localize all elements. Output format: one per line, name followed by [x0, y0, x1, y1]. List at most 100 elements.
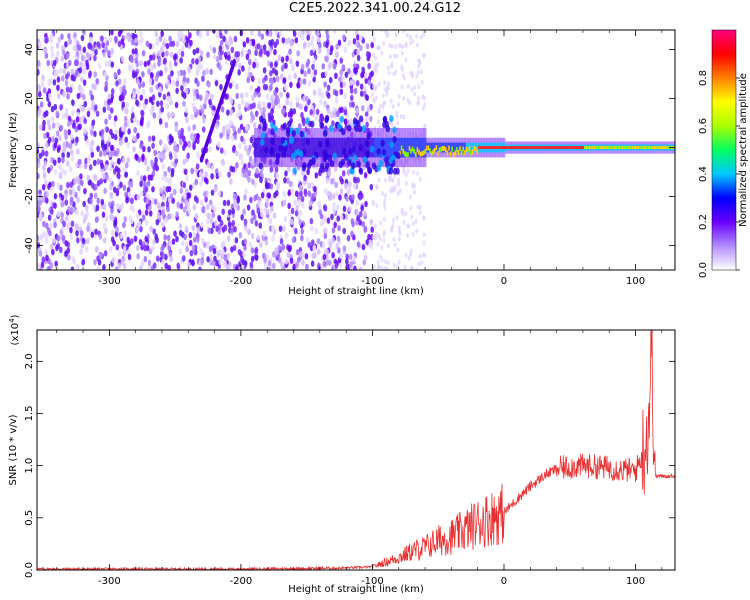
spectrogram-noise-cell: [212, 53, 217, 60]
spectrogram-noise-cell: [359, 83, 364, 90]
spectrogram-band-core: [571, 146, 574, 150]
spectrogram-noise-cell: [139, 118, 144, 126]
spectrogram-noise-cell: [386, 65, 390, 71]
spectrogram-noise-cell: [342, 245, 347, 252]
spectrogram-noise-cell: [240, 50, 244, 58]
spectrogram-noise-cell: [152, 62, 157, 69]
spectrogram-noise-cell: [80, 115, 85, 122]
spectrogram-noise-cell: [149, 225, 154, 233]
spectrogram-noise-cell: [118, 95, 123, 102]
spectrogram-noise-cell: [382, 238, 386, 244]
spectrogram-noise-cell: [115, 188, 119, 195]
spectrogram-noise-cell: [182, 75, 187, 83]
spectrogram-noise-cell: [306, 168, 311, 176]
spectrogram-band-core: [522, 146, 525, 150]
spectrogram-band-blob: [323, 155, 328, 163]
spectrogram-noise-cell: [179, 69, 184, 76]
spectrogram-noise-cell: [142, 175, 147, 182]
spectrogram-noise-cell: [244, 91, 249, 98]
spectrogram-noise-cell: [361, 243, 366, 251]
spectrogram-noise-cell: [125, 197, 129, 204]
spectrogram-noise-cell: [94, 49, 98, 56]
spectrogram-noise-cell: [67, 32, 71, 40]
spectrogram-ylabel: Frequency (Hz): [8, 112, 19, 188]
spectrogram-noise-cell: [395, 215, 399, 221]
spectrogram-noise-cell: [378, 45, 382, 51]
spectrogram-band-core: [667, 146, 670, 150]
spectrogram-noise-cell: [400, 207, 404, 213]
spectrogram-noise-cell: [356, 34, 360, 41]
spectrogram-band-inner: [274, 137, 277, 158]
spectrogram-noise-cell: [289, 81, 293, 88]
spectrogram-noise-cell: [367, 62, 371, 70]
spectrogram-noise-cell: [65, 52, 70, 60]
spectrogram-band-core: [525, 146, 528, 150]
spectrogram-noise-cell: [365, 121, 369, 128]
spectrogram-noise-cell: [77, 84, 82, 91]
spectrogram-noise-cell: [347, 39, 351, 47]
spectrogram-noise-cell: [122, 90, 127, 97]
spectrogram-noise-cell: [68, 166, 73, 173]
spectrogram-band-core: [520, 146, 523, 150]
spectrogram-noise-cell: [339, 188, 344, 195]
spectrogram-noise-cell: [144, 219, 149, 227]
spectrogram-band-blob: [371, 162, 377, 170]
spectrogram-noise-cell: [91, 100, 95, 108]
spectrogram-band-core: [552, 146, 555, 150]
spectrogram-noise-cell: [328, 62, 332, 69]
spectrogram-band-core: [617, 146, 620, 150]
spectrogram-noise-cell: [83, 127, 87, 135]
spectrogram-x-tick-label: 0: [501, 276, 507, 287]
spectrogram-noise-cell: [109, 107, 114, 114]
spectrogram-noise-cell: [64, 193, 68, 200]
spectrogram-noise-cell: [162, 93, 167, 101]
spectrogram-noise-cell: [386, 243, 390, 249]
spectrogram-noise-cell: [312, 57, 316, 65]
spectrogram-noise-cell: [217, 215, 222, 223]
spectrogram-band-inner: [367, 137, 370, 158]
spectrogram-noise-cell: [227, 221, 232, 228]
spectrogram-noise-cell: [68, 142, 73, 150]
spectrogram-noise-cell: [144, 235, 149, 243]
spectrogram-noise-cell: [108, 177, 113, 184]
spectrogram-noise-cell: [96, 180, 101, 187]
spectrogram-noise-cell: [330, 213, 334, 221]
spectrogram-noise-cell: [402, 169, 406, 175]
spectrogram-band-core: [471, 149, 474, 155]
spectrogram-noise-cell: [382, 40, 386, 46]
spectrogram-band-core: [651, 146, 654, 150]
spectrogram-noise-cell: [72, 44, 76, 52]
spectrogram-noise-cell: [37, 262, 41, 270]
spectrogram-noise-cell: [411, 221, 415, 227]
spectrogram-noise-cell: [270, 107, 274, 115]
spectrogram-noise-cell: [119, 181, 123, 189]
spectrogram-band-inner: [446, 142, 449, 153]
spectrogram-noise-cell: [220, 253, 224, 260]
spectrogram-noise-cell: [44, 197, 49, 204]
spectrogram-noise-cell: [290, 64, 295, 71]
spectrogram-band-inner: [380, 137, 383, 158]
spectrogram-band-core: [435, 145, 438, 151]
spectrogram-noise-cell: [222, 240, 226, 247]
spectrogram-band-core: [542, 146, 545, 150]
spectrogram-band-inner: [396, 137, 399, 158]
spectrogram-band-blob: [258, 162, 263, 170]
spectrogram-noise-cell: [158, 118, 163, 125]
spectrogram-noise-cell: [341, 63, 346, 71]
spectrogram-noise-cell: [360, 71, 364, 79]
spectrogram-noise-cell: [372, 264, 376, 270]
spectrogram-band-blob: [269, 121, 275, 129]
spectrogram-band-core: [595, 146, 598, 150]
spectrogram-noise-cell: [283, 215, 288, 223]
spectrogram-band-blob: [381, 149, 387, 157]
spectrogram-band-inner: [422, 137, 425, 158]
spectrogram-noise-cell: [219, 219, 224, 227]
spectrogram-noise-cell: [168, 240, 173, 248]
spectrogram-noise-cell: [37, 147, 40, 155]
spectrogram-noise-cell: [66, 160, 70, 167]
spectrogram-noise-cell: [154, 156, 158, 164]
spectrogram-noise-cell: [370, 70, 375, 77]
spectrogram-noise-cell: [256, 85, 261, 93]
spectrogram-noise-cell: [151, 186, 155, 193]
spectrogram-noise-cell: [64, 133, 68, 141]
